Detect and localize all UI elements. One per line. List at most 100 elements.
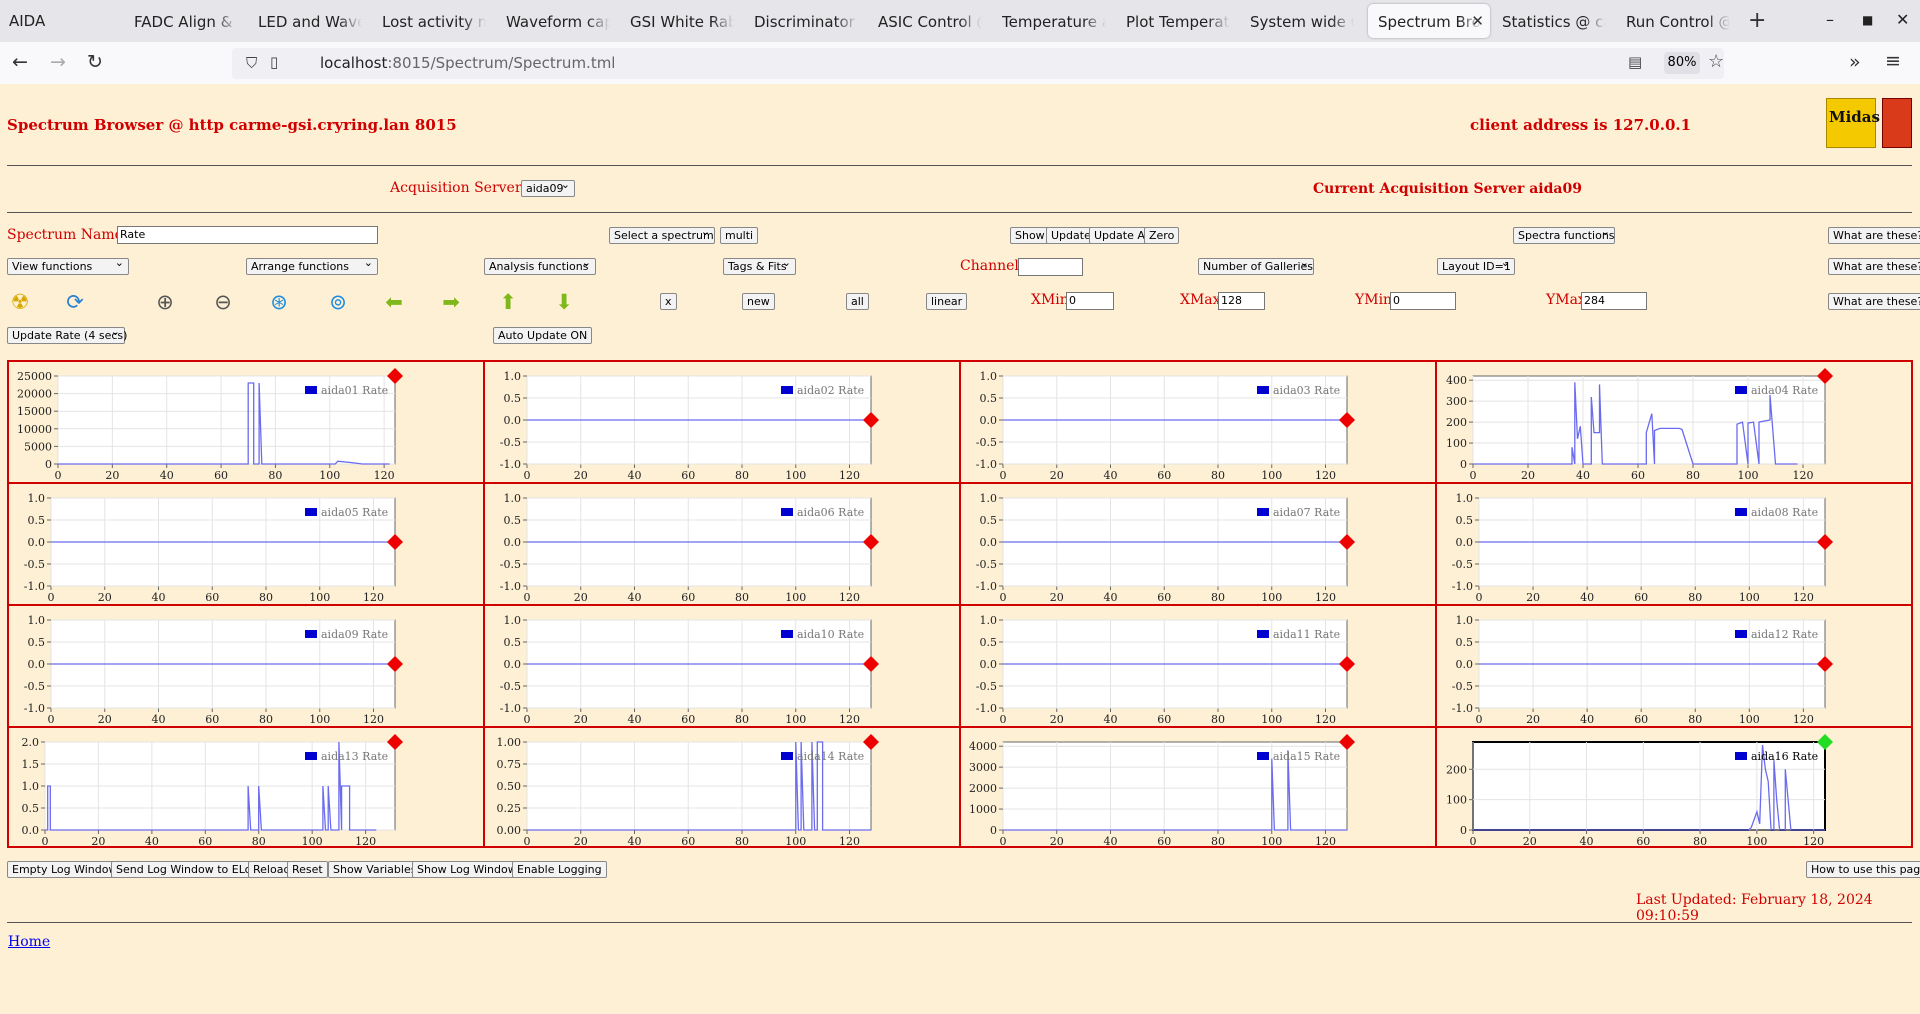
layout-dropdown[interactable]: Layout ID=1 <box>1437 256 1515 275</box>
x-button[interactable]: x <box>660 293 677 310</box>
home-link[interactable]: Home <box>8 934 51 950</box>
spectrum-marker[interactable] <box>1817 534 1833 550</box>
update-all-button[interactable]: Update All <box>1089 227 1156 244</box>
spectra-functions-dropdown[interactable]: Spectra functions <box>1513 225 1615 244</box>
arrow-right-icon[interactable]: ➡ <box>442 290 460 314</box>
reader-view-icon[interactable]: ▤ <box>1628 53 1643 71</box>
browser-tab[interactable]: ASIC Control @ <box>868 4 990 38</box>
what-are-these-button[interactable]: What are these? <box>1828 227 1920 244</box>
xmax-input[interactable]: 128 <box>1218 292 1265 310</box>
spectrum-chart[interactable]: 0 20 40 60 80 100 120 -1.0 -0.5 0.0 0.5 1.0 aida03 R… <box>961 362 1437 484</box>
ymax-input[interactable]: 284 <box>1581 292 1647 310</box>
spectrum-chart[interactable]: 0 20 40 60 80 100 120 -1.0 -0.5 0.0 0.5 1.0 aida06 R… <box>485 484 961 606</box>
plot-area[interactable] <box>1472 741 1826 831</box>
spectrum-marker[interactable] <box>863 656 879 672</box>
refresh-icon[interactable]: ⟳ <box>66 290 84 314</box>
radiation-icon[interactable]: ☢ <box>10 290 30 314</box>
url-bar[interactable]: ⛉ ▯ localhost:8015/Spectrum/Spectrum.tml… <box>232 48 1724 79</box>
spectrum-marker[interactable] <box>1817 656 1833 672</box>
what-are-these-button[interactable]: What are these? <box>1828 258 1920 275</box>
bookmark-star-icon[interactable]: ☆ <box>1708 51 1725 72</box>
arrow-left-icon[interactable]: ⬅ <box>385 290 403 314</box>
zero-button[interactable]: Zero <box>1144 227 1180 244</box>
spectrum-chart[interactable]: 0 20 40 60 80 100 120 -1.0 -0.5 0.0 0.5 1.0 aida05 R… <box>9 484 485 606</box>
view-functions-dropdown[interactable]: View functions <box>7 256 129 275</box>
spectrum-marker[interactable] <box>1339 412 1355 428</box>
multi-button[interactable]: multi <box>720 227 759 244</box>
extensions-overflow-icon[interactable]: » <box>1849 51 1861 73</box>
how-to-use-button[interactable]: How to use this page <box>1806 861 1920 878</box>
spectrum-marker[interactable] <box>863 412 879 428</box>
spectrum-chart[interactable]: 0 20 40 60 80 100 120 0 100 200 aida16 Rate <box>1437 728 1911 848</box>
spectrum-chart[interactable]: 0 20 40 60 80 100 120 0.0 0.5 1.0 1.5 2.0 aida13 Rat… <box>9 728 485 848</box>
spectrum-chart[interactable]: 0 20 40 60 80 100 120 -1.0 -0.5 0.0 0.5 1.0 aida11 R… <box>961 606 1437 728</box>
browser-tab[interactable]: Temperature an <box>992 4 1114 38</box>
zoom-in-icon[interactable]: ⊕ <box>156 290 174 314</box>
reload-icon[interactable]: ↻ <box>87 51 103 73</box>
spectrum-chart[interactable]: 0 20 40 60 80 100 120 0.00 0.25 0.50 0.75 1.00 aida1… <box>485 728 961 848</box>
tab-aida[interactable]: AIDA <box>9 12 46 30</box>
spectrum-marker[interactable] <box>1339 734 1355 750</box>
footer-button[interactable]: Show Log Window <box>412 861 522 878</box>
spectrum-marker[interactable] <box>863 734 879 750</box>
back-icon[interactable]: ← <box>12 51 28 73</box>
close-tab-icon[interactable]: ✕ <box>1471 12 1484 30</box>
tags-fits-dropdown[interactable]: Tags & Fits <box>723 256 796 275</box>
ymin-input[interactable]: 0 <box>1390 292 1456 310</box>
browser-tab[interactable]: Lost activity mo <box>372 4 494 38</box>
arrow-up-icon[interactable]: ⬆ <box>499 290 517 314</box>
url-text[interactable]: localhost:8015/Spectrum/Spectrum.tml <box>320 54 615 72</box>
plot-area[interactable] <box>57 375 396 465</box>
spectrum-chart[interactable]: 0 20 40 60 80 100 120 0 1000 2000 3000 4000 aida15 R… <box>961 728 1437 848</box>
shield-icon[interactable]: ⛉ <box>246 54 258 72</box>
footer-button[interactable]: Send Log Window to ELog <box>111 861 264 878</box>
auto-update-button[interactable]: Auto Update ON <box>493 327 593 344</box>
footer-button[interactable]: Enable Logging <box>512 861 607 878</box>
spectrum-chart[interactable]: 0 20 40 60 80 100 120 -1.0 -0.5 0.0 0.5 1.0 aida10 R… <box>485 606 961 728</box>
spectrum-chart[interactable]: 0 20 40 60 80 100 120 0 100 200 300 400 aida04 Rate <box>1437 362 1911 484</box>
select-spectrum-dropdown[interactable]: Select a spectrum <box>609 225 715 244</box>
browser-tab[interactable]: LED and Wavef <box>248 4 370 38</box>
zoom-out-icon[interactable]: ⊖ <box>214 290 232 314</box>
what-are-these-button[interactable]: What are these? <box>1828 293 1920 310</box>
arrow-down-icon[interactable]: ⬇ <box>555 290 573 314</box>
show-button[interactable]: Show <box>1010 227 1050 244</box>
spectrum-marker[interactable] <box>387 368 403 384</box>
close-window-icon[interactable]: ✕ <box>1896 10 1910 29</box>
maximize-icon[interactable]: ■ <box>1862 13 1874 27</box>
number-of-galleries-dropdown[interactable]: Number of Galleries <box>1198 256 1314 275</box>
contract-y-icon[interactable]: ⊚ <box>329 290 347 314</box>
footer-button[interactable]: Show Variables <box>328 861 422 878</box>
browser-tab[interactable]: Waveform capt <box>496 4 618 38</box>
spectrum-chart[interactable]: 0 20 40 60 80 100 120 -1.0 -0.5 0.0 0.5 1.0 aida07 R… <box>961 484 1437 606</box>
spectrum-marker[interactable] <box>863 534 879 550</box>
spectrum-marker[interactable] <box>1339 656 1355 672</box>
spectrum-name-input[interactable]: Rate <box>117 226 378 244</box>
spectrum-marker[interactable] <box>1817 734 1833 750</box>
spectrum-chart[interactable]: 0 20 40 60 80 100 120 0 5000 10000 15000 20000 25000… <box>9 362 485 484</box>
footer-button[interactable]: Reset <box>287 861 328 878</box>
browser-tab[interactable]: System wide Ch <box>1240 4 1362 38</box>
spectrum-chart[interactable]: 0 20 40 60 80 100 120 -1.0 -0.5 0.0 0.5 1.0 aida09 R… <box>9 606 485 728</box>
all-button[interactable]: all <box>846 293 869 310</box>
zoom-level[interactable]: 80% <box>1664 52 1700 74</box>
minimize-icon[interactable]: – <box>1826 10 1834 29</box>
browser-tab[interactable]: Discriminator c <box>744 4 866 38</box>
update-rate-dropdown[interactable]: Update Rate (4 secs) <box>7 325 127 344</box>
spectrum-chart[interactable]: 0 20 40 60 80 100 120 -1.0 -0.5 0.0 0.5 1.0 aida08 R… <box>1437 484 1911 606</box>
footer-button[interactable]: Empty Log Window <box>7 861 123 878</box>
update-button[interactable]: Update <box>1046 227 1096 244</box>
new-button[interactable]: new <box>742 293 775 310</box>
browser-tab[interactable]: FADC Align & C <box>124 4 246 38</box>
spectrum-chart[interactable]: 0 20 40 60 80 100 120 -1.0 -0.5 0.0 0.5 1.0 aida12 R… <box>1437 606 1911 728</box>
analysis-functions-dropdown[interactable]: Analysis functions <box>484 256 596 275</box>
browser-tab[interactable]: Spectrum Bro ✕ <box>1368 4 1490 38</box>
plot-area[interactable] <box>1472 375 1826 465</box>
arrange-functions-dropdown[interactable]: Arrange functions <box>246 256 378 275</box>
spectrum-marker[interactable] <box>1339 534 1355 550</box>
browser-tab[interactable]: Plot Temperatu <box>1116 4 1238 38</box>
spectrum-marker[interactable] <box>1817 368 1833 384</box>
browser-tab[interactable]: Run Control @ <box>1616 4 1738 38</box>
linear-button[interactable]: linear <box>926 293 968 310</box>
spectrum-marker[interactable] <box>387 734 403 750</box>
